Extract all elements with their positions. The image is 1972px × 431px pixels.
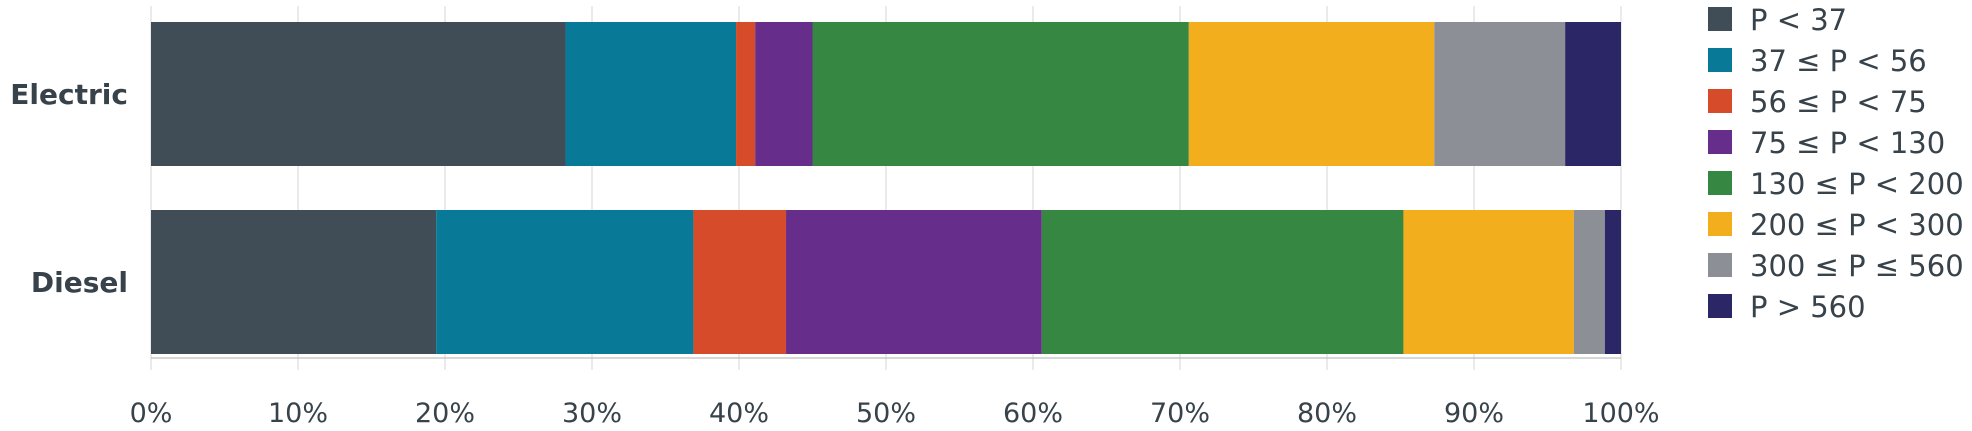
x-tick-label: 20% <box>415 398 475 429</box>
bar-segment <box>151 22 566 166</box>
legend-label: 130 ≤ P < 200 <box>1750 167 1964 201</box>
legend-swatch <box>1708 48 1732 72</box>
x-tick-label: 50% <box>856 398 916 429</box>
legend-swatch <box>1708 7 1732 31</box>
x-tick-label: 40% <box>709 398 769 429</box>
legend-swatch <box>1708 294 1732 318</box>
bar-segment <box>812 22 1189 166</box>
x-tick-label: 100% <box>1582 398 1659 429</box>
legend-label: P > 560 <box>1750 290 1866 324</box>
bars-layer <box>151 22 1621 354</box>
bar-segment <box>736 22 756 166</box>
y-category-label: Electric <box>10 78 128 111</box>
x-tick-label: 70% <box>1150 398 1210 429</box>
bar-segment <box>565 22 737 166</box>
bar-segment <box>693 210 787 354</box>
x-tick-label: 30% <box>562 398 622 429</box>
legend-label: 200 ≤ P < 300 <box>1750 208 1964 242</box>
bar-segment <box>151 210 437 354</box>
x-tick-label: 60% <box>1003 398 1063 429</box>
bar-segment <box>1604 210 1621 354</box>
bar-segment <box>755 22 813 166</box>
legend-swatch <box>1708 171 1732 195</box>
legend-label: 75 ≤ P < 130 <box>1750 126 1945 160</box>
legend-swatch <box>1708 130 1732 154</box>
bar-segment <box>1403 210 1574 354</box>
legend-label: 56 ≤ P < 75 <box>1750 85 1927 119</box>
bar-segment <box>1434 22 1566 166</box>
x-tick-label: 0% <box>130 398 173 429</box>
bar-segment <box>1565 22 1621 166</box>
legend-swatch <box>1708 212 1732 236</box>
bar-segment <box>786 210 1042 354</box>
legend: P < 37 37 ≤ P < 56 56 ≤ P < 75 75 ≤ P < 130… <box>1708 3 1964 324</box>
bar-segment <box>1573 210 1605 354</box>
legend-swatch <box>1708 253 1732 277</box>
legend-label: P < 37 <box>1750 3 1847 37</box>
x-tick-label: 90% <box>1444 398 1504 429</box>
axis-layer: 0% 10% 20% 30% 40% 50% 60% 70% 80% 90% 100% Electri… <box>10 78 1659 429</box>
bar-segment <box>1041 210 1404 354</box>
x-tick-label: 80% <box>1297 398 1357 429</box>
bar-segment <box>436 210 694 354</box>
bar-segment <box>1188 22 1435 166</box>
y-category-label: Diesel <box>31 266 128 299</box>
legend-label: 300 ≤ P ≤ 560 <box>1750 249 1964 283</box>
legend-label: 37 ≤ P < 56 <box>1750 44 1927 78</box>
x-tick-label: 10% <box>268 398 328 429</box>
legend-swatch <box>1708 89 1732 113</box>
